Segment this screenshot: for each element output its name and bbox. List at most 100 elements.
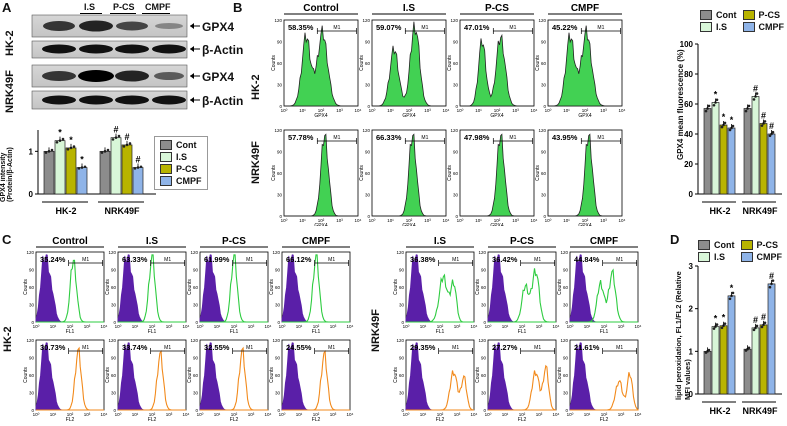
flow-y-tick: 60 [29, 285, 35, 290]
bar-P-CS [759, 123, 768, 195]
flow-x-tick: 10⁰ [279, 412, 286, 417]
legend-item: I.S [700, 22, 737, 32]
bar-Cont [743, 108, 752, 195]
flow-x-tick: 10⁰ [485, 324, 492, 329]
flow-x-tick: 10⁴ [531, 218, 538, 223]
flow-y-tick: 90 [365, 40, 371, 45]
flow-y-tick: 30 [481, 391, 487, 396]
flow-x-tick: 10³ [84, 324, 91, 329]
legend-label: Cont [176, 140, 197, 150]
blot-band [115, 70, 149, 82]
flow-y-tick: 0 [279, 104, 282, 109]
blot-condition-label: I.S [84, 2, 96, 12]
significance-mark: * [714, 314, 718, 324]
data-point [728, 297, 732, 301]
gated-percentage: 66.33% [376, 133, 402, 142]
flow-y-tick: 120 [272, 338, 280, 343]
chart-a-ylabel: GPX4 intensity (Protein/β-Actin) [0, 147, 14, 202]
flow-y-label: Counts [393, 279, 399, 295]
flow-y-tick: 90 [481, 356, 487, 361]
flow-y-tick: 90 [193, 268, 199, 273]
legend-label: Cont [716, 10, 737, 20]
x-category-label: HK-2 [709, 406, 730, 416]
bar-CMPF [76, 167, 88, 195]
gated-percentage: 63.33% [122, 255, 148, 264]
flow-x-tick: 10¹ [475, 218, 482, 223]
fl2-histogram [36, 346, 104, 411]
gate-label: M1 [452, 257, 459, 263]
flow-y-tick: 0 [455, 104, 458, 109]
gate-label: M1 [333, 25, 340, 31]
flow-y-tick: 0 [483, 320, 486, 325]
flow-x-tick: 10³ [336, 218, 343, 223]
flow-y-tick: 120 [190, 250, 198, 255]
flow-y-tick: 60 [481, 373, 487, 378]
flow-x-tick: 10³ [166, 412, 173, 417]
flow-x-tick: 10² [231, 412, 238, 417]
data-point [720, 125, 724, 129]
flow-x-tick: 10³ [336, 108, 343, 113]
flow-x-tick: 10³ [84, 412, 91, 417]
flow-x-label: GPX4 [314, 223, 328, 226]
legend-swatch [740, 240, 753, 250]
flow-y-tick: 60 [193, 285, 199, 290]
flow-x-tick: 10² [149, 324, 156, 329]
legend-swatch [700, 10, 712, 20]
flow-y-label: Counts [271, 165, 277, 181]
flow-x-tick: 10⁴ [619, 218, 626, 223]
band-label: GPX4 [202, 20, 235, 34]
gated-percentage: 29.35% [410, 343, 436, 352]
legend-label: P-CS [756, 240, 779, 250]
flow-x-tick: 10⁴ [553, 412, 560, 417]
flow-y-tick: 30 [111, 391, 117, 396]
gated-percentage: 24.55% [286, 343, 312, 352]
legend-item: Cont [160, 140, 202, 150]
fl2-histogram [570, 372, 639, 411]
flow-x-tick: 10¹ [387, 218, 394, 223]
flow-x-tick: 10⁰ [281, 218, 288, 223]
flow-y-label: Counts [557, 279, 563, 295]
flow-y-label: Counts [475, 367, 481, 383]
flow-x-tick: 10² [582, 108, 589, 113]
flow-x-tick: 10³ [330, 412, 337, 417]
flow-y-tick: 30 [29, 303, 35, 308]
blot-band [115, 95, 149, 105]
panel-letter-a: A [2, 0, 12, 15]
flow-y-tick: 90 [277, 150, 283, 155]
panel-letter-b: B [233, 0, 243, 15]
legend-swatch [160, 152, 172, 162]
gated-percentage: 45.22% [552, 23, 578, 32]
flow-x-tick: 10³ [454, 324, 461, 329]
flow-y-tick: 120 [478, 338, 486, 343]
flow-y-tick: 0 [367, 214, 370, 219]
flow-x-tick: 10² [601, 412, 608, 417]
cell-line-label: NRK49F [4, 70, 16, 113]
flow-y-tick: 30 [541, 193, 547, 198]
flow-x-tick: 10¹ [563, 218, 570, 223]
flow-y-tick: 120 [108, 338, 116, 343]
data-point [707, 104, 711, 108]
flow-y-tick: 60 [481, 285, 487, 290]
flow-y-label: Counts [269, 367, 275, 383]
gated-percentage: 33.74% [122, 343, 148, 352]
flow-x-tick: 10² [437, 412, 444, 417]
chart-d-legend: Cont P-CS I.S CMPF [698, 240, 782, 262]
flow-x-label: FL2 [312, 417, 321, 423]
gate-label: M1 [534, 345, 541, 351]
flow-x-tick: 10⁴ [531, 108, 538, 113]
data-point [760, 325, 764, 329]
flow-y-tick: 60 [277, 171, 283, 176]
flow-x-tick: 10¹ [420, 324, 427, 329]
significance-mark: # [769, 271, 774, 281]
gate-label: M1 [509, 25, 516, 31]
blot-band [152, 95, 186, 105]
flow-x-tick: 10⁰ [403, 412, 410, 417]
flow-y-tick: 90 [365, 150, 371, 155]
data-point [722, 324, 725, 328]
flow-x-tick: 10¹ [50, 412, 57, 417]
flow-x-tick: 10¹ [299, 108, 306, 113]
data-point [707, 348, 711, 352]
blot-condition-label: CMPF [145, 2, 171, 12]
legend-item: CMPF [740, 252, 782, 262]
flow-column-title: I.S [434, 236, 447, 247]
